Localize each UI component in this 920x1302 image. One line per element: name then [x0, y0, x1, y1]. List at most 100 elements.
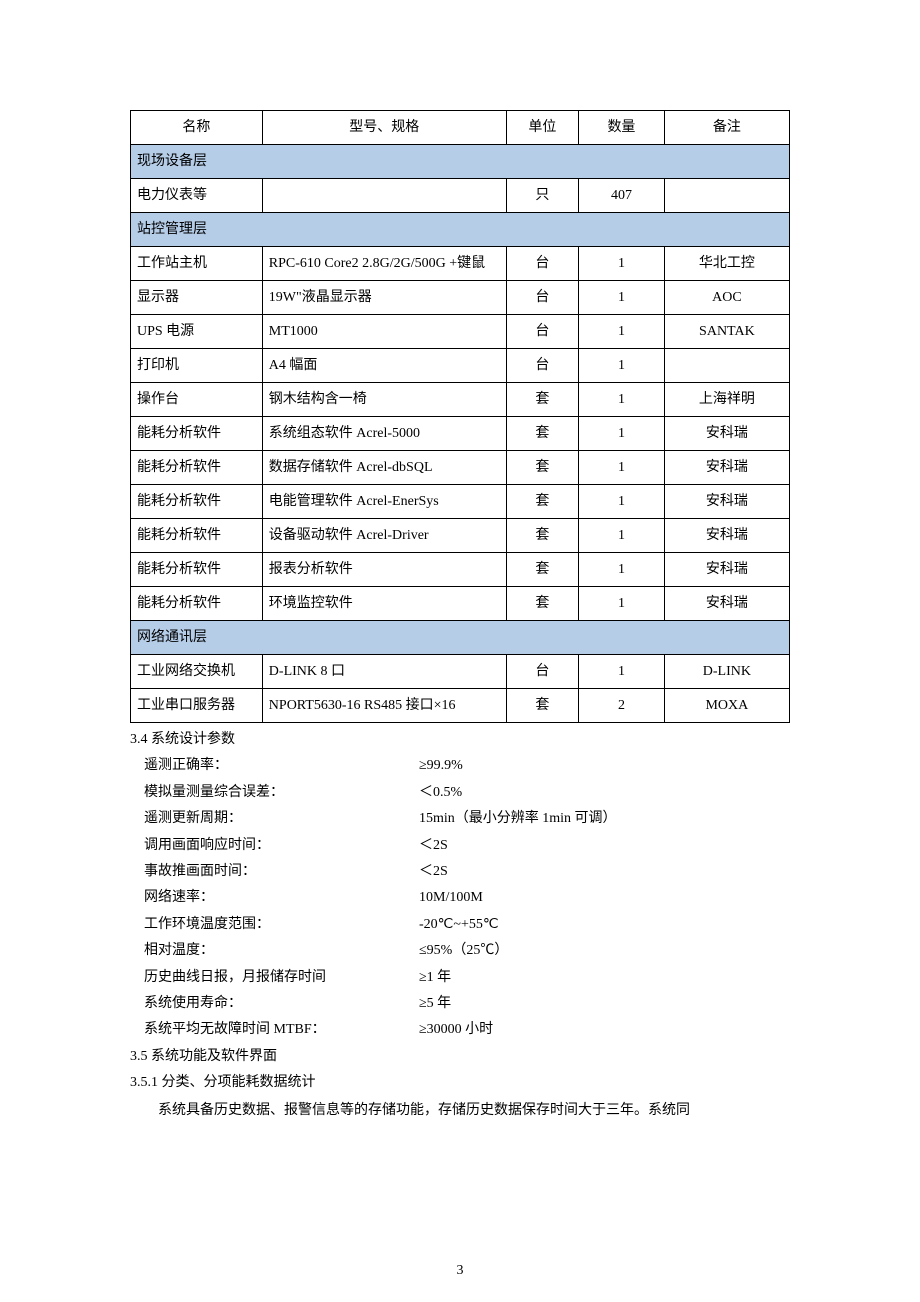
cell-name: 工业网络交换机: [131, 655, 263, 689]
cell-model: 报表分析软件: [262, 553, 506, 587]
cell-model: 19W"液晶显示器: [262, 281, 506, 315]
section-title: 站控管理层: [131, 213, 790, 247]
cell-model: MT1000: [262, 315, 506, 349]
cell-name: 工作站主机: [131, 247, 263, 281]
cell-qty: 1: [579, 383, 665, 417]
cell-unit: 套: [506, 519, 578, 553]
param-label: 调用画面响应时间：: [144, 835, 419, 857]
cell-qty: 1: [579, 281, 665, 315]
cell-unit: 台: [506, 315, 578, 349]
cell-name: 操作台: [131, 383, 263, 417]
heading-3-4: 3.4 系统设计参数: [130, 729, 790, 751]
cell-note: [664, 179, 789, 213]
param-label: 工作环境温度范围：: [144, 914, 419, 936]
cell-unit: 只: [506, 179, 578, 213]
param-label: 遥测更新周期：: [144, 808, 419, 830]
table-row: 显示器 19W"液晶显示器 台 1 AOC: [131, 281, 790, 315]
table-row: 能耗分析软件 电能管理软件 Acrel-EnerSys 套 1 安科瑞: [131, 485, 790, 519]
cell-note: 安科瑞: [664, 485, 789, 519]
cell-unit: 台: [506, 281, 578, 315]
param-row: 遥测正确率： ≥99.9%: [144, 755, 790, 777]
param-label: 模拟量测量综合误差：: [144, 782, 419, 804]
section-header-row: 站控管理层: [131, 213, 790, 247]
cell-note: 安科瑞: [664, 519, 789, 553]
section-title: 网络通讯层: [131, 621, 790, 655]
cell-note: SANTAK: [664, 315, 789, 349]
cell-name: 工业串口服务器: [131, 689, 263, 723]
cell-qty: 1: [579, 587, 665, 621]
table-row: 电力仪表等 只 407: [131, 179, 790, 213]
param-value: ＜0.5%: [419, 782, 462, 804]
param-row: 调用画面响应时间： ＜2S: [144, 835, 790, 857]
cell-name: 能耗分析软件: [131, 417, 263, 451]
cell-note: D-LINK: [664, 655, 789, 689]
page-number: 3: [0, 1260, 920, 1282]
cell-name: 能耗分析软件: [131, 519, 263, 553]
table-row: 能耗分析软件 系统组态软件 Acrel-5000 套 1 安科瑞: [131, 417, 790, 451]
cell-unit: 台: [506, 247, 578, 281]
col-header-qty: 数量: [579, 111, 665, 145]
cell-model: RPC-610 Core2 2.8G/2G/500G +键鼠: [262, 247, 506, 281]
cell-name: 能耗分析软件: [131, 587, 263, 621]
cell-unit: 套: [506, 689, 578, 723]
cell-unit: 台: [506, 349, 578, 383]
design-parameters-list: 遥测正确率： ≥99.9% 模拟量测量综合误差： ＜0.5% 遥测更新周期： 1…: [130, 755, 790, 1041]
cell-model: D-LINK 8 口: [262, 655, 506, 689]
param-value: ≥30000 小时: [419, 1019, 493, 1041]
cell-qty: 1: [579, 349, 665, 383]
cell-note: 安科瑞: [664, 587, 789, 621]
cell-name: UPS 电源: [131, 315, 263, 349]
cell-unit: 套: [506, 417, 578, 451]
cell-note: MOXA: [664, 689, 789, 723]
param-row: 历史曲线日报，月报储存时间 ≥1 年: [144, 967, 790, 989]
cell-name: 电力仪表等: [131, 179, 263, 213]
section-header-row: 网络通讯层: [131, 621, 790, 655]
document-page: 名称 型号、规格 单位 数量 备注 现场设备层 电力仪表等 只 407 站控管理…: [0, 0, 920, 1302]
cell-note: [664, 349, 789, 383]
col-header-name: 名称: [131, 111, 263, 145]
heading-3-5-1: 3.5.1 分类、分项能耗数据统计: [130, 1072, 790, 1094]
param-row: 遥测更新周期： 15min（最小分辨率 1min 可调）: [144, 808, 790, 830]
table-row: UPS 电源 MT1000 台 1 SANTAK: [131, 315, 790, 349]
param-value: 10M/100M: [419, 887, 483, 909]
param-row: 模拟量测量综合误差： ＜0.5%: [144, 782, 790, 804]
section-header-row: 现场设备层: [131, 145, 790, 179]
cell-note: 上海祥明: [664, 383, 789, 417]
cell-unit: 套: [506, 485, 578, 519]
param-label: 历史曲线日报，月报储存时间: [144, 967, 419, 989]
table-row: 能耗分析软件 数据存储软件 Acrel-dbSQL 套 1 安科瑞: [131, 451, 790, 485]
param-value: 15min（最小分辨率 1min 可调）: [419, 808, 617, 830]
param-value: ≤95%（25℃）: [419, 940, 508, 962]
heading-3-5: 3.5 系统功能及软件界面: [130, 1046, 790, 1068]
cell-unit: 套: [506, 451, 578, 485]
col-header-model: 型号、规格: [262, 111, 506, 145]
param-row: 相对温度： ≤95%（25℃）: [144, 940, 790, 962]
cell-note: 安科瑞: [664, 417, 789, 451]
cell-model: 电能管理软件 Acrel-EnerSys: [262, 485, 506, 519]
col-header-note: 备注: [664, 111, 789, 145]
cell-model: 数据存储软件 Acrel-dbSQL: [262, 451, 506, 485]
cell-unit: 台: [506, 655, 578, 689]
table-row: 打印机 A4 幅面 台 1: [131, 349, 790, 383]
param-value: ≥99.9%: [419, 755, 463, 777]
cell-qty: 407: [579, 179, 665, 213]
table-row: 工作站主机 RPC-610 Core2 2.8G/2G/500G +键鼠 台 1…: [131, 247, 790, 281]
cell-unit: 套: [506, 553, 578, 587]
cell-model: 系统组态软件 Acrel-5000: [262, 417, 506, 451]
cell-qty: 1: [579, 519, 665, 553]
param-row: 事故推画面时间： ＜2S: [144, 861, 790, 883]
cell-note: 华北工控: [664, 247, 789, 281]
cell-unit: 套: [506, 383, 578, 417]
cell-model: 环境监控软件: [262, 587, 506, 621]
paragraph-text: 系统具备历史数据、报警信息等的存储功能，存储历史数据保存时间大于三年。系统同: [130, 1098, 790, 1123]
table-header-row: 名称 型号、规格 单位 数量 备注: [131, 111, 790, 145]
param-label: 网络速率：: [144, 887, 419, 909]
cell-name: 显示器: [131, 281, 263, 315]
cell-name: 能耗分析软件: [131, 451, 263, 485]
param-label: 事故推画面时间：: [144, 861, 419, 883]
table-body: 现场设备层 电力仪表等 只 407 站控管理层 工作站主机 RPC-610 Co…: [131, 145, 790, 723]
cell-note: AOC: [664, 281, 789, 315]
table-row: 能耗分析软件 设备驱动软件 Acrel-Driver 套 1 安科瑞: [131, 519, 790, 553]
cell-qty: 1: [579, 655, 665, 689]
param-label: 遥测正确率：: [144, 755, 419, 777]
